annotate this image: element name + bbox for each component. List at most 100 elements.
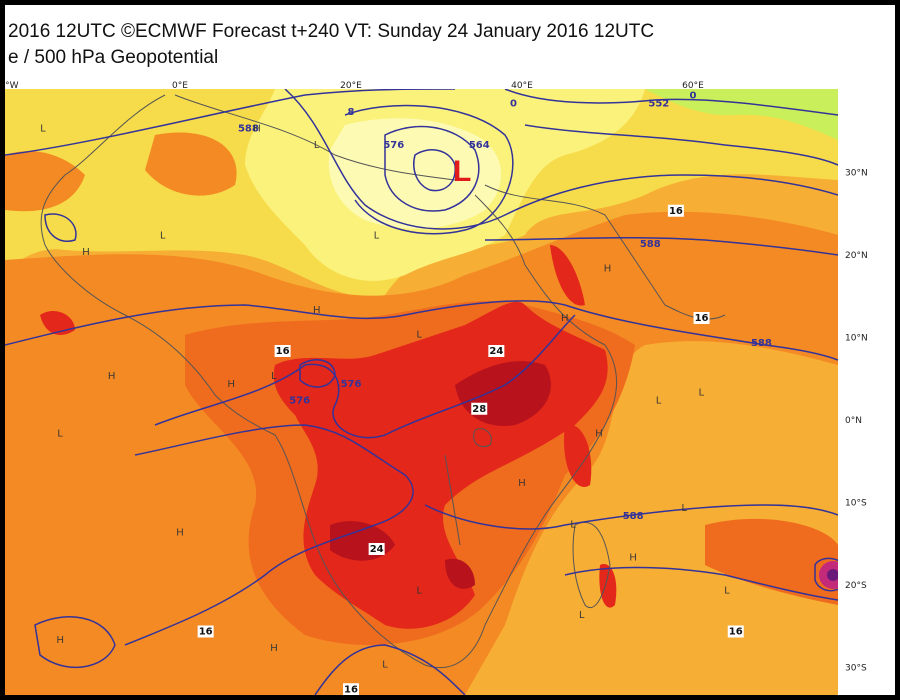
geopotential-label-text: 564 <box>469 140 490 151</box>
map-frame: 552 0 0 564 576 588 8 588 588 588 576 576 16 16 16 24 2… <box>5 5 895 695</box>
geopotential-label: 8 <box>348 107 355 118</box>
temperature-label: 24 <box>368 543 385 555</box>
geopotential-contour-10 <box>154 314 576 439</box>
geopotential-contour-7 <box>524 124 838 166</box>
temperature-label-text: 16 <box>199 627 213 638</box>
temperature-label: 16 <box>274 345 291 357</box>
temperature-label-box <box>693 312 710 324</box>
latitude-labels: 30°N 20°N 10°N 0°N 10°S 20°S 30°S <box>845 169 868 674</box>
temperature-label-box <box>343 683 359 695</box>
geopotential-label: 0 <box>690 90 697 101</box>
geopotential-contour-3 <box>384 125 480 212</box>
geopotential-contours <box>5 89 838 695</box>
geopotential-label: 576 <box>289 396 310 407</box>
geopotential-label-text: 588 <box>623 511 644 522</box>
temperature-label-text: 24 <box>489 346 503 357</box>
high-pressure-marker: H <box>82 247 89 258</box>
map-subtitle: e / 500 hPa Geopotential <box>8 47 219 68</box>
geopotential-contour-15 <box>564 566 838 601</box>
longitude-label: 20°E <box>340 81 362 91</box>
latitude-label: 20°S <box>845 581 867 591</box>
geopotential-label-text: 552 <box>648 99 669 110</box>
low-pressure-marker: L <box>571 519 577 530</box>
low-pressure-marker: L <box>417 330 423 341</box>
low-pressure-marker: L <box>579 610 585 621</box>
geopotential-label-text: 8 <box>348 107 355 118</box>
geopotential-labels: 552 0 0 564 576 588 8 588 588 588 576 576 <box>238 90 772 522</box>
geopotential-label: 0 <box>510 99 517 110</box>
temperature-label-box <box>274 345 291 357</box>
longitude-label: 0°E <box>172 81 188 91</box>
geopotential-contour-6 <box>504 89 838 116</box>
geopotential-label-text: 576 <box>289 396 310 407</box>
temperature-label-text: 28 <box>472 404 486 415</box>
low-pressure-marker: L <box>58 429 64 440</box>
temperature-fill-red-arabia <box>550 245 585 306</box>
high-pressure-marker: H <box>228 379 235 390</box>
temperature-label: 16 <box>727 625 744 638</box>
temperature-fill-orange-north <box>145 132 237 196</box>
temperature-fill-dark-red-se <box>445 558 475 589</box>
latitude-label: 10°S <box>845 499 867 509</box>
temperature-fill-red-madagascar <box>599 564 617 608</box>
coastline-red-sea <box>474 194 606 346</box>
temperature-label: 16 <box>667 204 684 217</box>
geopotential-contour-4 <box>413 149 456 192</box>
cyclone-core-inner <box>827 569 838 581</box>
geopotential-label-text: 588 <box>238 123 259 134</box>
temperature-label: 16 <box>197 625 214 638</box>
temperature-label-box <box>727 625 744 638</box>
coastline-great-lakes <box>444 454 461 546</box>
temperature-fill-red-ocean-se <box>705 518 838 605</box>
geopotential-contour-18 <box>814 557 838 592</box>
temperature-label: 16 <box>343 683 359 695</box>
high-pressure-marker: H <box>270 643 277 654</box>
temperature-label-text: 16 <box>669 206 683 217</box>
map-title: 2016 12UTC ©ECMWF Forecast t+240 VT: Sun… <box>8 21 655 42</box>
geopotential-contour-2 <box>284 89 838 230</box>
coastline-africa-west <box>40 94 618 669</box>
longitude-label: 0°W <box>5 81 19 91</box>
temperature-label-text: 16 <box>729 627 743 638</box>
temperature-label-box <box>368 543 385 555</box>
geopotential-contour-1 <box>5 89 456 156</box>
temperature-label-text: 16 <box>344 684 358 695</box>
latitude-label: 30°S <box>845 664 867 674</box>
high-pressure-marker: H <box>595 429 602 440</box>
high-pressure-marker: H <box>518 478 525 489</box>
geopotential-label: 588 <box>623 511 644 522</box>
geopotential-label-text: 588 <box>751 338 772 349</box>
temperature-labels: 16 16 16 24 28 24 16 16 16 <box>197 204 744 695</box>
geopotential-contour-13 <box>424 504 838 530</box>
geopotential-contour-14 <box>34 616 116 669</box>
high-pressure-marker: H <box>561 313 568 324</box>
temperature-label-text: 24 <box>370 544 384 555</box>
temperature-fill-red-east-coast <box>564 424 592 487</box>
low-pressure-marker: L <box>417 585 423 596</box>
latitude-label: 0°N <box>845 416 862 426</box>
latitude-label: 30°N <box>845 169 868 179</box>
temperature-label: 16 <box>693 312 710 324</box>
geopotential-label-text: 576 <box>383 140 404 151</box>
low-pressure-marker: L <box>682 503 688 514</box>
temperature-label-box <box>667 204 684 217</box>
latitude-label: 10°N <box>845 334 868 344</box>
temperature-field: 552 0 0 564 576 588 8 588 588 588 576 576 16 16 16 24 2… <box>5 89 838 695</box>
longitude-label: 40°E <box>511 81 533 91</box>
geopotential-label: 576 <box>341 379 362 390</box>
low-pressure-marker: L <box>382 660 388 671</box>
low-pressure-marker: L <box>656 396 662 407</box>
high-pressure-marker: H <box>108 371 115 382</box>
geopotential-contour-11 <box>299 359 336 388</box>
geopotential-contour-17 <box>314 644 466 695</box>
high-pressure-marker: H <box>604 264 611 275</box>
latitude-label: 20°N <box>845 251 868 261</box>
geopotential-label-text: 0 <box>690 90 697 101</box>
forecast-map: 552 0 0 564 576 588 8 588 588 588 576 576 16 16 16 24 2… <box>5 81 868 695</box>
high-pressure-marker: H <box>57 635 64 646</box>
low-pressure-marker: L <box>271 371 277 382</box>
low-pressure-marker: L <box>160 231 166 242</box>
geopotential-contour-9 <box>5 300 838 361</box>
temperature-fill-red-west <box>40 310 75 335</box>
pressure-centers: L L H L H L L H H L H L H H L H L L H H L H L L H H L L L <box>40 123 730 670</box>
